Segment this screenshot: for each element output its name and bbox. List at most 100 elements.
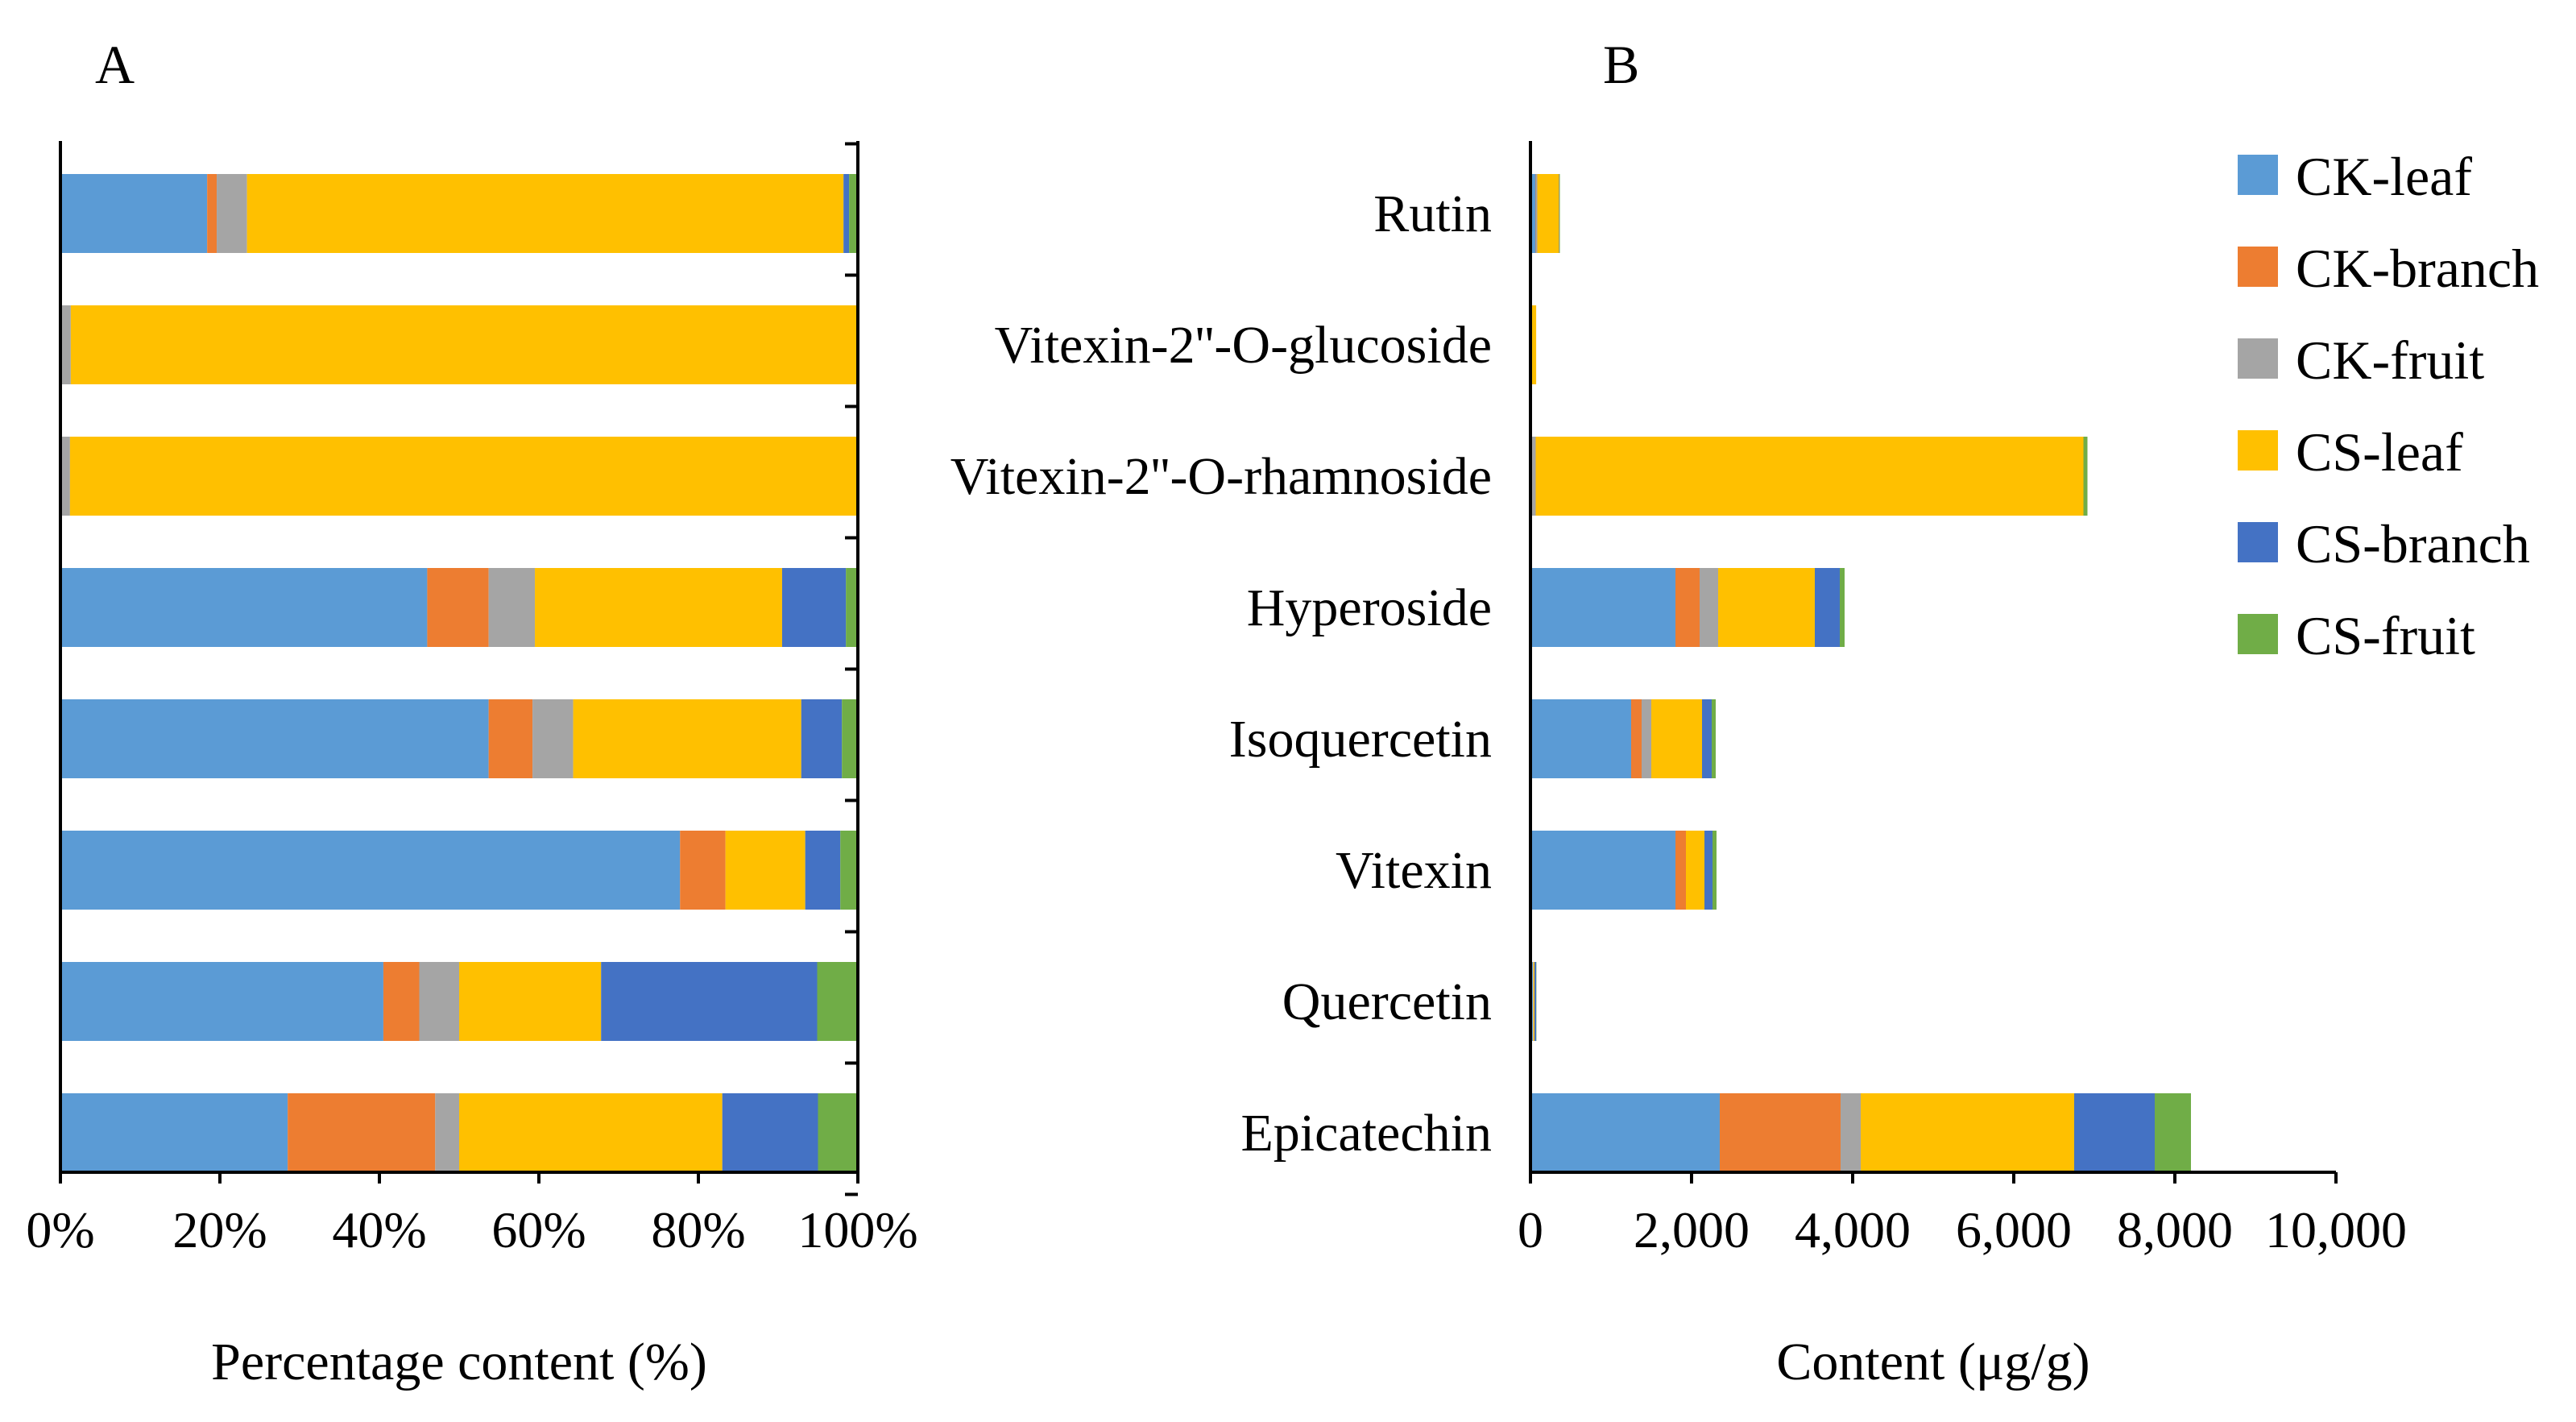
bar-a-hyperoside-cs-fruit (846, 568, 858, 647)
bar-a-rutin-ck-fruit (217, 174, 247, 253)
bar-b-vitexin-2-o-rhamnoside-ck-fruit (1530, 437, 1536, 516)
panel-b-category-labels: Rutin Vitexin-2''-O-glucoside Vitexin-2''-… (950, 184, 1492, 1163)
x-tick-label-a-2: 40% (332, 1201, 426, 1258)
bar-b-hyperoside-ck-branch (1675, 568, 1700, 647)
bar-a-rutin-cs-leaf (246, 174, 844, 253)
legend-swatch-cs-leaf (2238, 430, 2278, 471)
category-label-hyperoside: Hyperoside (1247, 578, 1492, 637)
bar-a-vitexin-cs-fruit (840, 831, 858, 910)
x-tick-label-a-5: 100% (797, 1201, 917, 1258)
category-label-vitexin-2-o-rhamnoside: Vitexin-2''-O-rhamnoside (950, 447, 1492, 506)
bar-b-vitexin-2-o-rhamnoside-cs-leaf (1535, 437, 2084, 516)
x-tick-label-b-5: 10,000 (2265, 1201, 2407, 1258)
bar-b-rutin-cs-branch (1559, 174, 1560, 253)
bar-a-isoquercetin-ck-branch (488, 699, 533, 778)
legend-label-ck-fruit: CK-fruit (2296, 330, 2484, 391)
panel-a-chart: 0% 20% 40% 60% 80% 100% Percentage content (%… (26, 141, 918, 1391)
bar-b-isoquercetin-ck-branch (1631, 699, 1642, 778)
bar-a-vitexin-2-o-rhamnoside-cs-leaf (69, 437, 858, 516)
bar-a-hyperoside-ck-leaf (60, 568, 428, 647)
panel-a-bars (60, 174, 858, 1172)
bar-a-epicatechin-cs-leaf (459, 1093, 723, 1172)
bar-b-vitexin-ck-leaf (1530, 831, 1675, 910)
bar-b-vitexin-2-o-rhamnoside-cs-fruit (2083, 437, 2088, 516)
bar-b-epicatechin-ck-branch (1720, 1093, 1841, 1172)
panel-b-bars (1530, 174, 2191, 1172)
category-label-isoquercetin: Isoquercetin (1229, 710, 1492, 769)
bar-b-isoquercetin-ck-fruit (1642, 699, 1651, 778)
bar-b-epicatechin-ck-leaf (1530, 1093, 1720, 1172)
bar-b-vitexin-ck-branch (1675, 831, 1686, 910)
bar-b-rutin-cs-leaf (1537, 174, 1559, 253)
bar-b-rutin-ck-leaf (1530, 174, 1536, 253)
bar-a-isoquercetin-cs-branch (801, 699, 843, 778)
bar-b-isoquercetin-cs-leaf (1651, 699, 1702, 778)
bar-b-vitexin-cs-fruit (1713, 831, 1717, 910)
bar-b-epicatechin-cs-fruit (2155, 1093, 2191, 1172)
bar-b-hyperoside-ck-fruit (1700, 568, 1718, 647)
x-tick-label-b-1: 2,000 (1634, 1201, 1750, 1258)
category-label-epicatechin: Epicatechin (1240, 1104, 1492, 1163)
panel-a-x-axis-title: Percentage content (%) (211, 1333, 707, 1391)
bar-b-rutin-ck-fruit (1536, 174, 1538, 253)
panel-b-x-ticks: 0 2,000 4,000 6,000 8,000 10,000 (1518, 1172, 2407, 1258)
x-tick-label-b-2: 4,000 (1795, 1201, 1911, 1258)
panel-a-category-ticks (845, 141, 859, 1196)
category-label-vitexin-2-o-glucoside: Vitexin-2''-O-glucoside (995, 316, 1492, 375)
bar-a-vitexin-2-o-rhamnoside-ck-fruit (60, 437, 70, 516)
bar-a-quercetin-cs-fruit (817, 962, 858, 1041)
bar-a-vitexin-ck-branch (680, 831, 726, 910)
bar-a-quercetin-cs-leaf (459, 962, 602, 1041)
bar-a-hyperoside-cs-leaf (535, 568, 782, 647)
bar-a-quercetin-ck-leaf (60, 962, 383, 1041)
x-tick-label-a-3: 60% (491, 1201, 586, 1258)
bar-b-hyperoside-cs-branch (1815, 568, 1840, 647)
bar-b-isoquercetin-ck-leaf (1530, 699, 1631, 778)
legend: CK-leaf CK-branch CK-fruit CS-leaf CS-branch… (2238, 146, 2539, 666)
legend-label-ck-branch: CK-branch (2296, 238, 2539, 299)
bar-a-rutin-cs-fruit (849, 174, 858, 253)
bar-a-quercetin-ck-branch (383, 962, 420, 1041)
bar-b-vitexin-2-o-glucoside-cs-leaf (1530, 305, 1537, 384)
panel-b-chart: 0 2,000 4,000 6,000 8,000 10,000 Rutin Vitexin… (950, 141, 2407, 1391)
x-tick-label-a-1: 20% (172, 1201, 267, 1258)
bar-a-isoquercetin-cs-leaf (573, 699, 801, 778)
x-tick-label-b-3: 6,000 (1956, 1201, 2072, 1258)
bar-a-epicatechin-ck-fruit (435, 1093, 459, 1172)
bar-b-vitexin-cs-leaf (1686, 831, 1704, 910)
bar-a-vitexin-2-o-glucoside-ck-fruit (60, 305, 71, 384)
bar-a-hyperoside-cs-branch (781, 568, 847, 647)
bar-a-vitexin-cs-branch (805, 831, 841, 910)
category-label-vitexin: Vitexin (1336, 841, 1492, 900)
legend-swatch-ck-fruit (2238, 338, 2278, 379)
bar-a-epicatechin-ck-branch (288, 1093, 436, 1172)
legend-label-cs-leaf: CS-leaf (2296, 421, 2463, 483)
category-label-quercetin: Quercetin (1282, 972, 1492, 1031)
bar-b-hyperoside-cs-leaf (1718, 568, 1815, 647)
bar-a-vitexin-2-o-glucoside-cs-leaf (70, 305, 857, 384)
bar-a-isoquercetin-ck-leaf (60, 699, 489, 778)
panel-b-x-axis-title: Content (μg/g) (1776, 1333, 2089, 1391)
legend-label-cs-fruit: CS-fruit (2296, 605, 2475, 666)
bar-a-vitexin-cs-leaf (725, 831, 806, 910)
bar-b-quercetin-cs-branch (1534, 962, 1536, 1041)
panel-b-label: B (1603, 34, 1639, 95)
bar-a-quercetin-ck-fruit (419, 962, 459, 1041)
x-tick-label-b-4: 8,000 (2117, 1201, 2233, 1258)
bar-a-epicatechin-cs-branch (722, 1093, 818, 1172)
bar-b-rutin-cs-fruit (1559, 174, 1560, 253)
bar-b-epicatechin-cs-leaf (1861, 1093, 2074, 1172)
bar-a-epicatechin-ck-leaf (60, 1093, 288, 1172)
bar-a-epicatechin-cs-fruit (818, 1093, 858, 1172)
bar-b-vitexin-cs-branch (1704, 831, 1713, 910)
legend-swatch-cs-branch (2238, 522, 2278, 562)
bar-b-isoquercetin-cs-fruit (1712, 699, 1716, 778)
legend-swatch-cs-fruit (2238, 614, 2278, 654)
category-label-rutin: Rutin (1373, 184, 1492, 243)
x-tick-label-a-4: 80% (651, 1201, 745, 1258)
bar-a-isoquercetin-ck-fruit (532, 699, 574, 778)
bar-a-quercetin-cs-branch (601, 962, 818, 1041)
legend-swatch-ck-branch (2238, 247, 2278, 287)
bar-a-rutin-ck-leaf (60, 174, 208, 253)
